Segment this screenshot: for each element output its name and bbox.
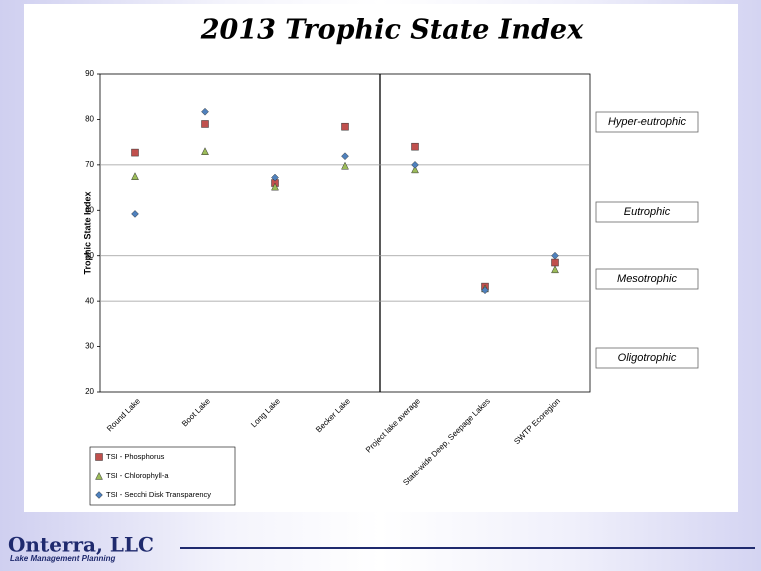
y-tick-label: 40 [85, 296, 94, 305]
marker-square [411, 142, 419, 151]
tagline: Lake Management Planning [10, 554, 115, 563]
legend-label: TSI - Secchi Disk Transparency [106, 490, 211, 499]
zone-label: Eutrophic [624, 206, 671, 218]
zone-box [595, 268, 699, 290]
y-axis-label: Trophic State Index [82, 191, 92, 274]
marker-triangle [341, 161, 349, 170]
marker-square [131, 148, 139, 157]
zone-label: Mesotrophic [617, 273, 677, 285]
panel [24, 4, 738, 512]
y-tick-label: 20 [85, 387, 94, 396]
y-tick-label: 60 [85, 205, 94, 214]
marker-triangle [131, 172, 139, 180]
legend-label: TSI - Phosphorus [106, 452, 165, 461]
marker-diamond [341, 152, 349, 161]
zone-label: Hyper-eutrophic [608, 116, 687, 128]
marker-diamond [411, 161, 419, 169]
marker-diamond [271, 173, 279, 182]
zone-label: Oligotrophic [618, 352, 677, 364]
marker-diamond [551, 251, 559, 260]
company: Onterra, LLC [8, 533, 154, 557]
chart-title: 2013 Trophic State Index [200, 15, 584, 46]
zone-box [595, 111, 699, 133]
marker-triangle [271, 182, 279, 191]
y-tick-label: 70 [85, 160, 94, 169]
marker-triangle [411, 165, 419, 174]
zone-box [595, 201, 699, 223]
y-tick-label: 80 [85, 115, 94, 124]
marker-diamond [201, 107, 209, 116]
y-tick-label: 30 [85, 342, 94, 351]
marker-diamond [95, 491, 103, 499]
marker-square [95, 453, 103, 461]
marker-square [341, 122, 349, 131]
marker-square [551, 258, 559, 267]
y-tick-label: 50 [85, 251, 94, 260]
legend-label: TSI - Chlorophyll-a [106, 471, 169, 480]
marker-triangle [201, 147, 209, 155]
zone-box [595, 347, 699, 369]
marker-diamond [481, 286, 489, 295]
marker-square [201, 120, 209, 128]
marker-triangle [95, 471, 103, 480]
marker-diamond [131, 210, 139, 218]
legend [89, 446, 236, 506]
plot-frame [99, 73, 591, 393]
marker-triangle [551, 265, 559, 274]
y-tick-label: 90 [85, 69, 94, 78]
